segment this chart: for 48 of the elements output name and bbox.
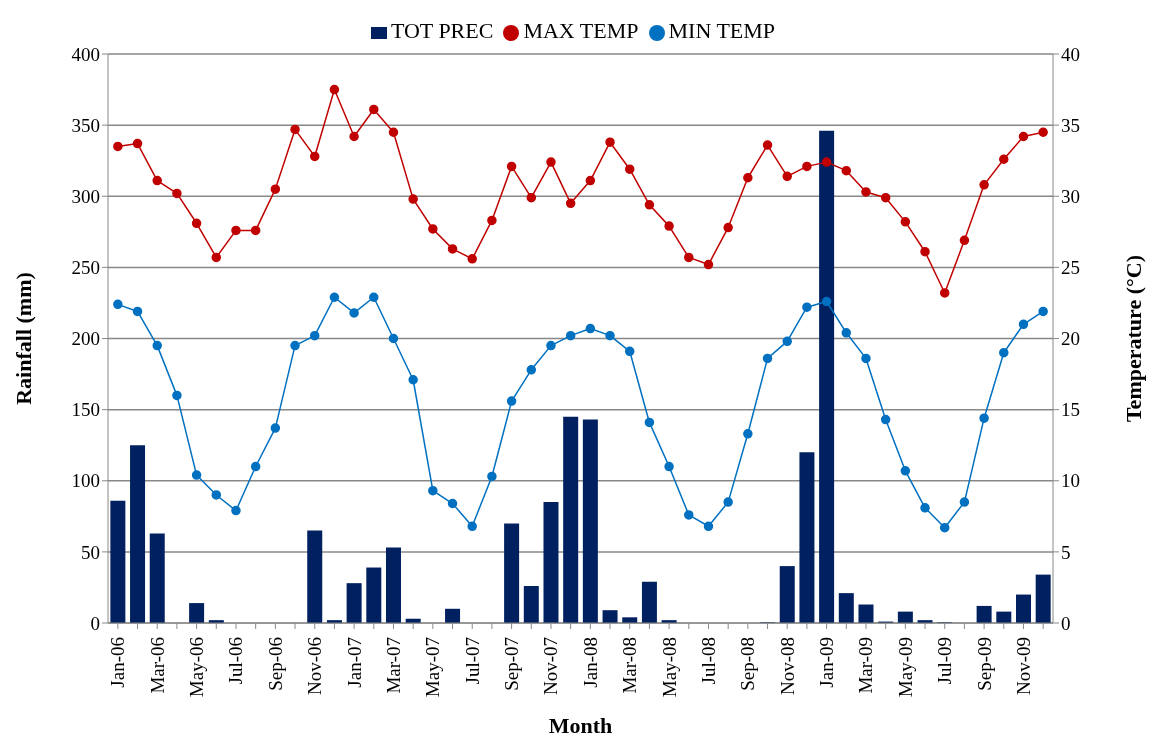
x-tick-label: Jul-09 (934, 637, 956, 685)
y2-tick-label: 35 (1061, 114, 1080, 136)
x-tick-label: Jul-06 (225, 637, 247, 685)
x-tick-label: Jul-08 (697, 637, 719, 685)
x-tick-label: Jan-09 (816, 637, 838, 688)
y2-tick-label: 25 (1061, 257, 1080, 279)
x-tick-label: May-07 (422, 637, 444, 698)
x-tick-label: Mar-07 (382, 637, 404, 694)
x-tick-label: Nov-08 (776, 637, 798, 696)
x-axis-title: Month (548, 713, 613, 738)
y-tick-label: 100 (71, 470, 100, 492)
x-tick-label: Nov-07 (540, 637, 562, 696)
y2-tick-label: 10 (1061, 470, 1080, 492)
y2-tick-label: 30 (1061, 185, 1080, 207)
legend-label: MIN TEMP (668, 18, 776, 43)
y-tick-label: 150 (71, 399, 100, 421)
x-tick-label: Jul-07 (461, 637, 483, 685)
y-tick-label: 200 (71, 328, 100, 350)
x-tick-label: Sep-07 (501, 637, 523, 691)
x-tick-label: May-08 (658, 637, 680, 698)
x-tick-label: May-06 (186, 637, 208, 698)
legend-label: MAX TEMP (523, 18, 639, 43)
y2-tick-label: 0 (1061, 612, 1071, 634)
y2-tick-label: 15 (1061, 399, 1080, 421)
y2-axis-title: Temperature (°C) (1120, 254, 1146, 423)
y-tick-label: 50 (81, 541, 100, 563)
x-tick-label: May-09 (894, 637, 916, 698)
y2-tick-label: 5 (1061, 541, 1071, 563)
x-tick-label: Jan-07 (343, 637, 365, 688)
x-tick-label: Nov-09 (1012, 637, 1034, 696)
x-tick-label: Jan-06 (107, 637, 129, 688)
y-tick-label: 0 (90, 612, 100, 634)
y2-tick-label: 20 (1061, 328, 1080, 350)
x-tick-label: Sep-09 (973, 637, 995, 691)
y-tick-label: 350 (71, 114, 100, 136)
x-tick-label: Nov-06 (304, 637, 326, 696)
y-axis-title: Rainfall (mm) (10, 272, 36, 405)
legend-label: TOT PREC (390, 18, 494, 43)
x-tick-label: Sep-08 (737, 637, 759, 691)
y-tick-label: 250 (71, 257, 100, 279)
y-tick-label: 400 (71, 43, 100, 65)
y2-tick-label: 40 (1061, 43, 1080, 65)
x-tick-label: Mar-08 (619, 637, 641, 694)
x-tick-label: Mar-09 (855, 637, 877, 694)
x-tick-label: Jan-08 (579, 637, 601, 688)
x-tick-label: Sep-06 (264, 637, 286, 691)
x-tick-label: Mar-06 (146, 637, 168, 694)
y-tick-label: 300 (71, 185, 100, 207)
